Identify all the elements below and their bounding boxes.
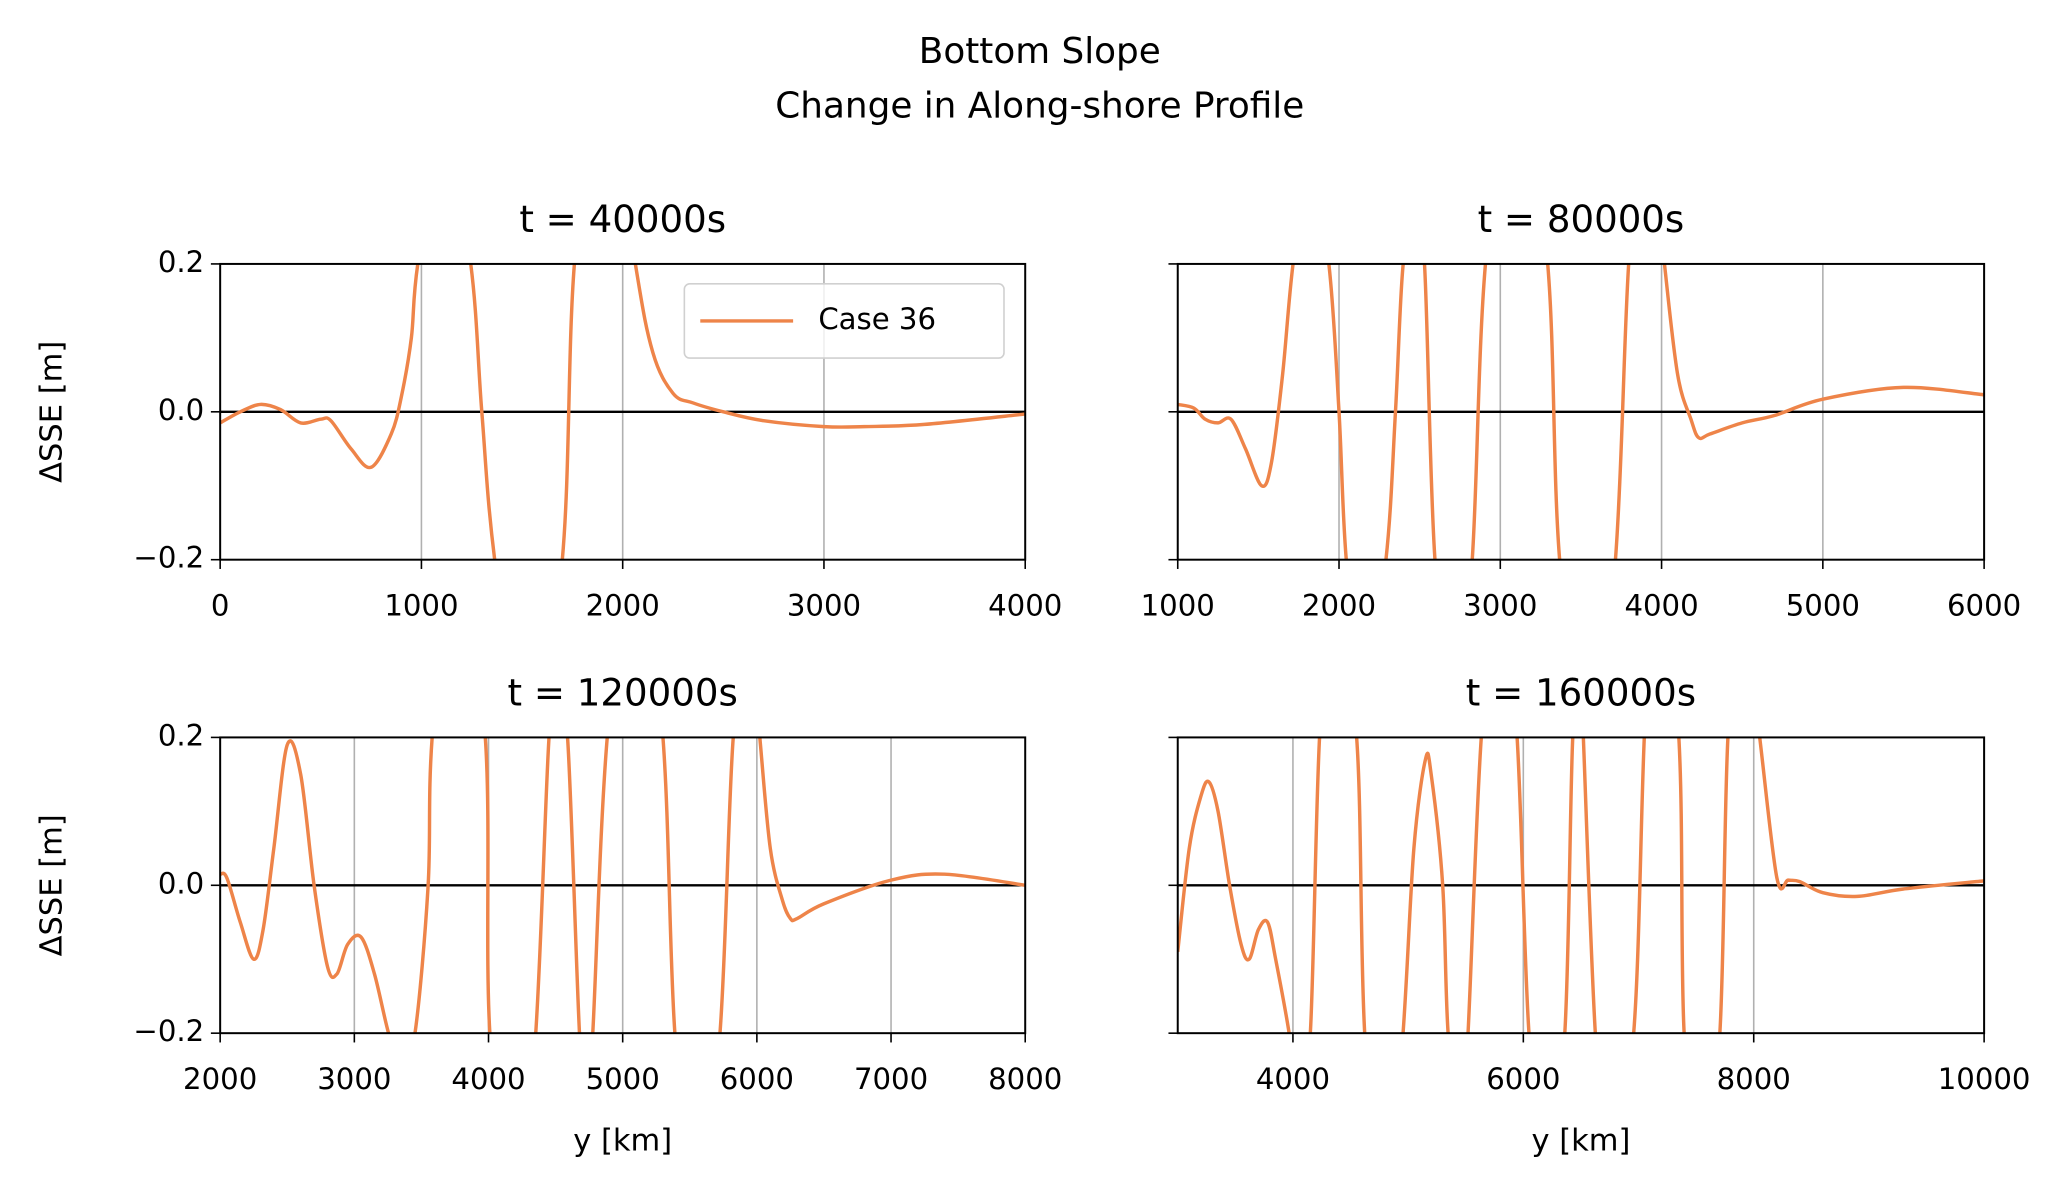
legend-box [683,283,1005,359]
x-tick-label: 2000 [1302,588,1376,622]
figure-title: Bottom Slope [919,31,1161,72]
plot-area [1177,737,1985,1034]
x-tick-label: 8000 [1717,1062,1791,1096]
y-tick-label: 0.2 [158,718,204,752]
data-line [220,263,1026,560]
y-tick-label: 0.0 [158,866,204,900]
subplot-title: t = 160000s [1466,671,1696,714]
y-axis-label: ΔSSE [m] [35,341,70,483]
plot-area [1177,263,1985,560]
x-tick-label: 0 [211,588,230,622]
y-axis-label: ΔSSE [m] [35,814,70,956]
axes-frame [1176,736,1986,1035]
data-line [1177,263,1985,560]
subplot-title: t = 40000s [519,198,726,241]
x-tick-label: 1000 [1141,588,1215,622]
x-tick-label: 10000 [1938,1062,2031,1096]
x-tick-label: 8000 [988,1062,1062,1096]
subplot-title: t = 80000s [1478,198,1685,241]
x-tick-label: 6000 [1947,588,2021,622]
x-tick-label: 5000 [1786,588,1860,622]
y-tick-label: 0.0 [158,393,204,427]
x-tick-label: 6000 [1486,1062,1560,1096]
x-tick-label: 3000 [317,1062,391,1096]
y-tick-label: −0.2 [133,1014,204,1048]
axes-frame [219,262,1027,561]
x-tick-label: 2000 [586,588,660,622]
x-tick-label: 4000 [988,588,1062,622]
x-tick-label: 2000 [183,1062,257,1096]
x-tick-label: 5000 [586,1062,660,1096]
data-line [220,737,1026,1034]
x-tick-label: 1000 [384,588,458,622]
x-tick-label: 7000 [854,1062,928,1096]
plot-area [220,737,1026,1034]
figure-title: Change in Along-shore Profile [775,85,1304,126]
y-tick-label: 0.2 [158,245,204,279]
axes-frame [219,736,1027,1035]
legend-label: Case 36 [818,302,936,336]
x-axis-label: y [km] [1531,1123,1630,1158]
x-tick-label: 4000 [451,1062,525,1096]
x-axis-label: y [km] [573,1123,672,1158]
x-tick-label: 3000 [1463,588,1537,622]
x-tick-label: 4000 [1624,588,1698,622]
subplot-title: t = 120000s [508,671,738,714]
y-tick-label: −0.2 [133,541,204,575]
axes-frame [1176,262,1986,561]
x-tick-label: 4000 [1256,1062,1330,1096]
x-tick-label: 6000 [720,1062,794,1096]
x-tick-label: 3000 [787,588,861,622]
